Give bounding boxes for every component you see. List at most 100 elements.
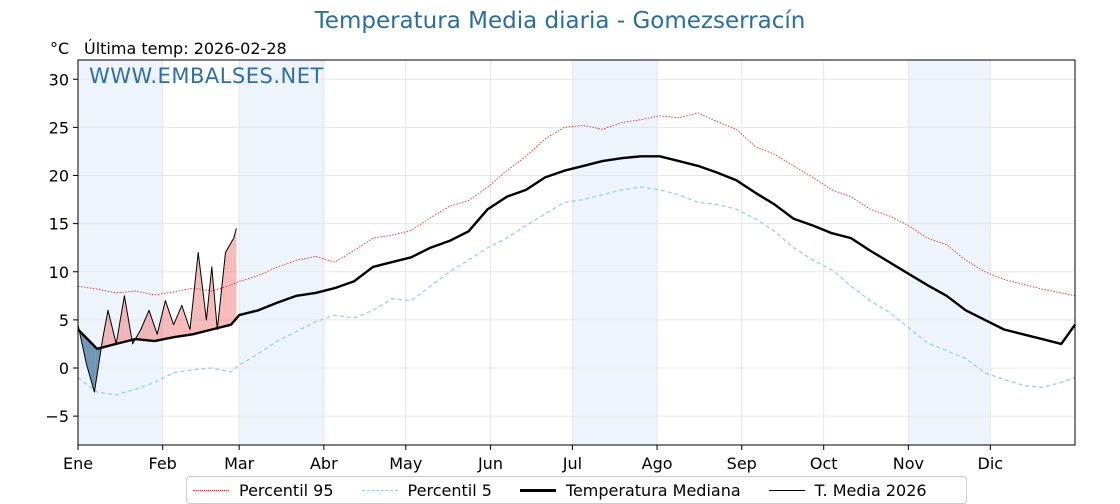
y-tick-label: 25 (49, 118, 69, 137)
x-tick-label: Nov (893, 454, 924, 473)
y-tick-label: 15 (49, 215, 69, 234)
fill-above (150, 314, 152, 341)
series-p95 (77, 112, 1076, 297)
fill-above (176, 315, 178, 337)
y-tick-label: 20 (49, 167, 69, 186)
fill-above (165, 300, 167, 339)
fill-above (128, 319, 130, 341)
fill-below (94, 346, 96, 393)
x-tick-label: Feb (149, 454, 177, 473)
legend-swatch-current (768, 489, 805, 491)
fill-above (142, 323, 144, 340)
fill-above (161, 311, 163, 340)
fill-above (222, 265, 225, 327)
y-tick-labels: −5 0 5 10 15 20 25 30 (45, 70, 78, 426)
legend-item-p5: Percentil 5 (361, 480, 492, 500)
fill-above (164, 300, 166, 340)
fill-above (108, 310, 110, 346)
fill-above (149, 310, 151, 341)
fill-above (230, 240, 233, 325)
fill-above (232, 238, 234, 324)
fill-above (169, 312, 171, 339)
x-tick-labels: Ene Feb Mar Abr May Jun Jul Ago Sep Oct Nov Dic (63, 445, 1003, 473)
x-tick-label: Ago (642, 454, 673, 473)
fill-above (153, 322, 155, 342)
fill-above (173, 321, 175, 338)
fill-above (146, 313, 148, 341)
fill-below (86, 337, 88, 368)
fill-above (162, 306, 165, 340)
month-band-nov (908, 60, 991, 445)
fill-above (118, 319, 121, 344)
series-2026 (77, 228, 237, 393)
fill-above (155, 330, 158, 341)
grid-lines (77, 60, 1075, 445)
fill-above (226, 247, 229, 326)
legend-label-p5: Percentil 5 (407, 480, 492, 500)
fill-above (109, 315, 111, 346)
month-bands (78, 60, 991, 445)
fill-above (184, 313, 186, 336)
x-tick-label: Mar (224, 454, 255, 473)
fill-below (82, 333, 84, 351)
x-tick-label: Jul (562, 454, 582, 473)
fill-above (123, 295, 125, 343)
fill-above (106, 310, 109, 347)
fill-above (233, 233, 236, 322)
fill-above (168, 308, 170, 339)
fill-above (225, 250, 227, 327)
legend-label-current: T. Media 2026 (814, 480, 927, 500)
fill-above (121, 303, 124, 343)
y-tick-label: −5 (45, 407, 69, 426)
legend-item-p95: Percentil 95 (193, 481, 334, 500)
x-tick-label: Dic (978, 454, 1004, 473)
fill-above (125, 303, 128, 342)
fill-above (228, 245, 230, 326)
month-band-jul (572, 60, 658, 445)
legend: Percentil 95 Percentil 5 Temperatura Med… (186, 476, 967, 504)
x-tick-label: May (389, 454, 422, 473)
y-unit-label: °C (50, 39, 70, 58)
legend-swatch-p95 (193, 489, 229, 491)
y-tick-label: 30 (49, 70, 69, 89)
month-band-mar (239, 60, 324, 445)
legend-item-median: Temperatura Mediana (519, 480, 741, 500)
series-lines (77, 112, 1076, 396)
fill-below (93, 344, 95, 393)
chart-title: Temperatura Media diaria - Gomezserracín (314, 8, 806, 34)
fill-below (87, 339, 89, 373)
fill-above (198, 252, 200, 333)
fill-above (144, 316, 147, 341)
y-tick-label: 5 (59, 311, 69, 330)
series-median (77, 155, 1076, 350)
x-tick-label: Oct (810, 454, 838, 473)
fill-above (174, 318, 177, 337)
axes (77, 59, 1076, 446)
fill-above (181, 305, 184, 336)
fill-above (177, 311, 180, 337)
x-tick-label: Jun (477, 454, 503, 473)
legend-label-median: Temperatura Mediana (565, 480, 741, 500)
x-tick-label: Ene (63, 454, 93, 473)
fill-above (180, 305, 182, 337)
fill-above (220, 291, 222, 328)
fill-above (199, 263, 201, 333)
fill-above (183, 309, 185, 336)
fill-above (213, 282, 215, 330)
series-p5 (77, 186, 1076, 396)
fill-above (195, 265, 197, 334)
fill-above (200, 274, 203, 333)
fill-above (170, 316, 173, 338)
y-tick-label: 10 (49, 263, 69, 282)
fill-above (166, 304, 169, 339)
fill-above (196, 252, 199, 334)
fill-above (207, 293, 210, 331)
fill-above (229, 242, 231, 326)
fill-above (151, 318, 154, 341)
fill-above (143, 319, 145, 341)
plot-frame (77, 59, 1076, 446)
x-tick-label: Sep (727, 454, 757, 473)
legend-item-current: T. Media 2026 (768, 480, 927, 500)
legend-swatch-p5 (361, 489, 398, 491)
